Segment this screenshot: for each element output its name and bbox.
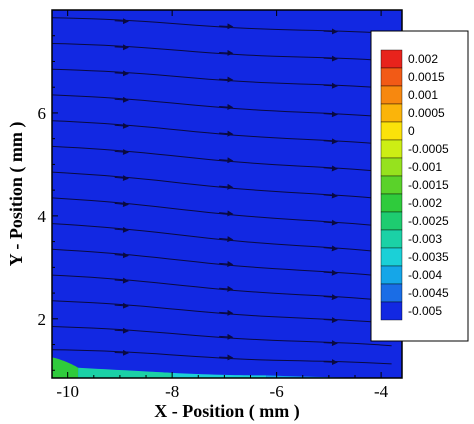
colorbar-label: -0.0015 xyxy=(408,178,449,192)
colorbar-label: 0.002 xyxy=(408,52,438,66)
colorbar-label: -0.004 xyxy=(408,268,442,282)
x-tick-label: -10 xyxy=(56,382,79,401)
colorbar-label: 0.0015 xyxy=(408,70,445,84)
colorbar-swatch xyxy=(380,139,403,159)
contour-field-background xyxy=(52,10,402,378)
colorbar-swatch xyxy=(380,85,403,105)
colorbar-label: -0.005 xyxy=(408,304,442,318)
streamline-arrow xyxy=(114,252,129,259)
streamline-arrow xyxy=(219,49,234,56)
x-axis: -10 -8 -6 -4 xyxy=(56,10,389,401)
colorbar-swatch xyxy=(380,265,403,285)
streamline-arrow xyxy=(219,236,234,243)
streamline-arrow xyxy=(323,28,338,35)
x-tick-label: -8 xyxy=(165,382,179,401)
streamline-arrow xyxy=(114,327,129,334)
y-tick-label: 6 xyxy=(38,104,47,123)
streamline-arrow xyxy=(323,55,338,62)
contour-band xyxy=(52,357,79,378)
streamline-arrow xyxy=(114,201,129,208)
streamline-arrow xyxy=(323,359,338,366)
streamline-arrow xyxy=(219,76,234,83)
streamline-arrow xyxy=(219,157,234,164)
colorbar-swatch xyxy=(380,301,403,321)
x-axis-title: X - Position ( mm ) xyxy=(154,401,299,422)
streamline-arrow xyxy=(323,192,338,199)
streamline-arrow xyxy=(114,96,129,103)
colorbar-swatch xyxy=(380,211,403,231)
streamline-arrow xyxy=(114,148,129,155)
colorbar-label: 0.0005 xyxy=(408,106,445,120)
colorbar-swatch xyxy=(380,175,403,195)
colorbar-swatch xyxy=(380,49,403,69)
streamline-arrow xyxy=(323,317,338,324)
colorbar-label: -0.0005 xyxy=(408,142,449,156)
streamline-arrow xyxy=(219,261,234,268)
colorbar-swatch xyxy=(380,247,403,267)
colorbar-label: 0.001 xyxy=(408,88,438,102)
plot-area xyxy=(51,9,403,379)
colorbar-swatch xyxy=(380,283,403,303)
colorbar-label: -0.001 xyxy=(408,160,442,174)
colorbar-swatch xyxy=(380,193,403,213)
streamline-arrow xyxy=(323,245,338,252)
streamline-arrow xyxy=(323,82,338,89)
colorbar-label: -0.002 xyxy=(408,196,442,210)
streamline-arrow xyxy=(323,340,338,347)
streamline-arrow xyxy=(323,294,338,301)
streamline-arrow xyxy=(219,309,234,316)
streamlines xyxy=(52,17,392,366)
contour-band xyxy=(78,367,173,378)
colorbar-label: -0.0025 xyxy=(408,214,449,228)
streamline-arrow xyxy=(219,354,234,361)
streamline-arrow xyxy=(219,183,234,190)
colorbar-swatches: 0.002 0.0015 0.001 0.0005 0 -0.0005 -0.001 -0.0… xyxy=(380,49,449,321)
streamline-arrow xyxy=(114,175,129,182)
streamline-arrow xyxy=(323,138,338,145)
colorbar-legend: 0.002 0.0015 0.001 0.0005 0 -0.0005 -0.001 -0.0… xyxy=(370,30,469,342)
colorbar-label: 0 xyxy=(408,124,415,138)
streamline-arrow xyxy=(323,165,338,172)
streamline-arrow xyxy=(219,130,234,137)
contour-band xyxy=(172,372,267,378)
y-axis-title: Y - Position ( mm ) xyxy=(6,122,27,267)
streamline-arrow xyxy=(323,219,338,226)
colorbar-swatch xyxy=(380,229,403,249)
streamline-arrow xyxy=(114,70,129,77)
streamline-arrow xyxy=(219,23,234,30)
streamline-arrow xyxy=(114,277,129,284)
streamline-arrow xyxy=(114,302,129,309)
streamline-arrow xyxy=(114,226,129,233)
streamline-arrow xyxy=(219,104,234,111)
colorbar-swatch xyxy=(380,103,403,123)
streamline-arrow xyxy=(219,210,234,217)
colorbar-label: -0.003 xyxy=(408,232,442,246)
streamline-arrow xyxy=(114,44,129,51)
streamline-arrow xyxy=(114,349,129,356)
streamline-arrow xyxy=(219,285,234,292)
colorbar-swatch xyxy=(380,121,403,141)
streamline-arrow xyxy=(114,18,129,25)
y-tick-label: 2 xyxy=(38,310,47,329)
x-tick-label: -6 xyxy=(270,382,284,401)
colorbar-swatch xyxy=(380,157,403,177)
colorbar-label: -0.0045 xyxy=(408,286,449,300)
streamline-arrow xyxy=(323,269,338,276)
colorbar-label: -0.0035 xyxy=(408,250,449,264)
streamline-arrow xyxy=(114,122,129,129)
y-tick-label: 4 xyxy=(38,207,47,226)
x-tick-label: -4 xyxy=(374,382,389,401)
streamline-arrow xyxy=(323,111,338,118)
colorbar-swatch xyxy=(380,67,403,87)
streamline-arrow xyxy=(219,333,234,340)
